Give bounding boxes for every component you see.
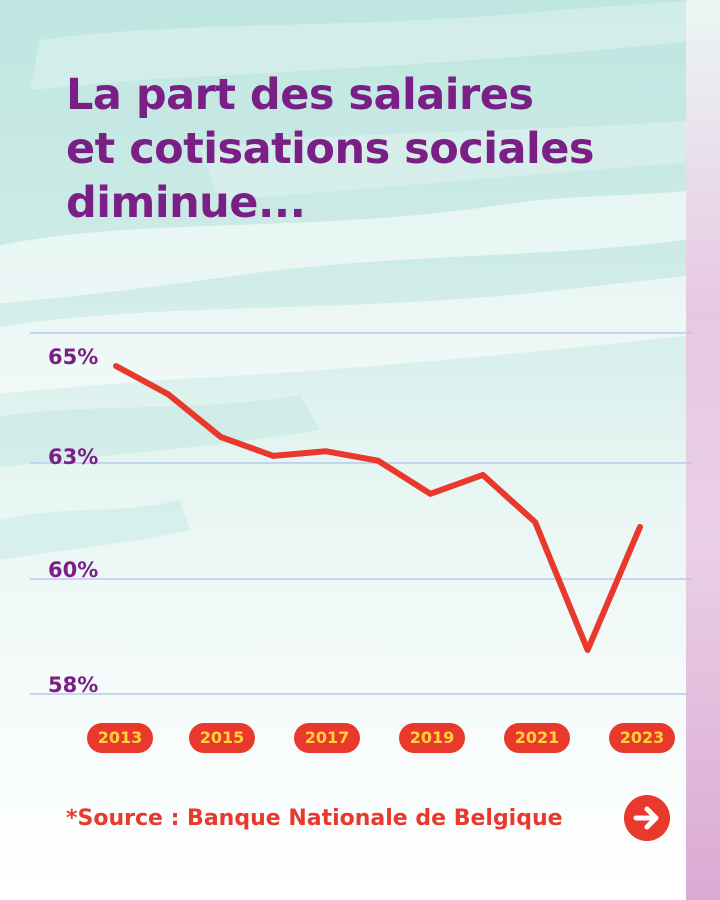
x-tick-label: 2019 xyxy=(399,723,465,753)
title-line-1: La part des salaires xyxy=(66,70,534,120)
y-tick-label: 63% xyxy=(48,445,98,469)
source-note: *Source : Banque Nationale de Belgique xyxy=(66,806,563,831)
arrow-right-icon xyxy=(633,806,659,830)
x-tick-label: 2013 xyxy=(87,723,153,753)
x-tick-label: 2021 xyxy=(504,723,570,753)
series-line xyxy=(113,363,643,653)
x-tick-label: 2023 xyxy=(609,723,675,753)
decorative-right-strip xyxy=(686,0,720,900)
y-tick-label: 58% xyxy=(48,673,98,697)
y-tick-label: 65% xyxy=(48,345,98,369)
x-tick-label: 2015 xyxy=(189,723,255,753)
y-tick-label: 60% xyxy=(48,558,98,582)
title-line-2: et cotisations sociales xyxy=(66,124,595,174)
x-tick-label: 2017 xyxy=(294,723,360,753)
title-line-3: diminue... xyxy=(66,178,306,228)
next-button[interactable] xyxy=(624,795,670,841)
